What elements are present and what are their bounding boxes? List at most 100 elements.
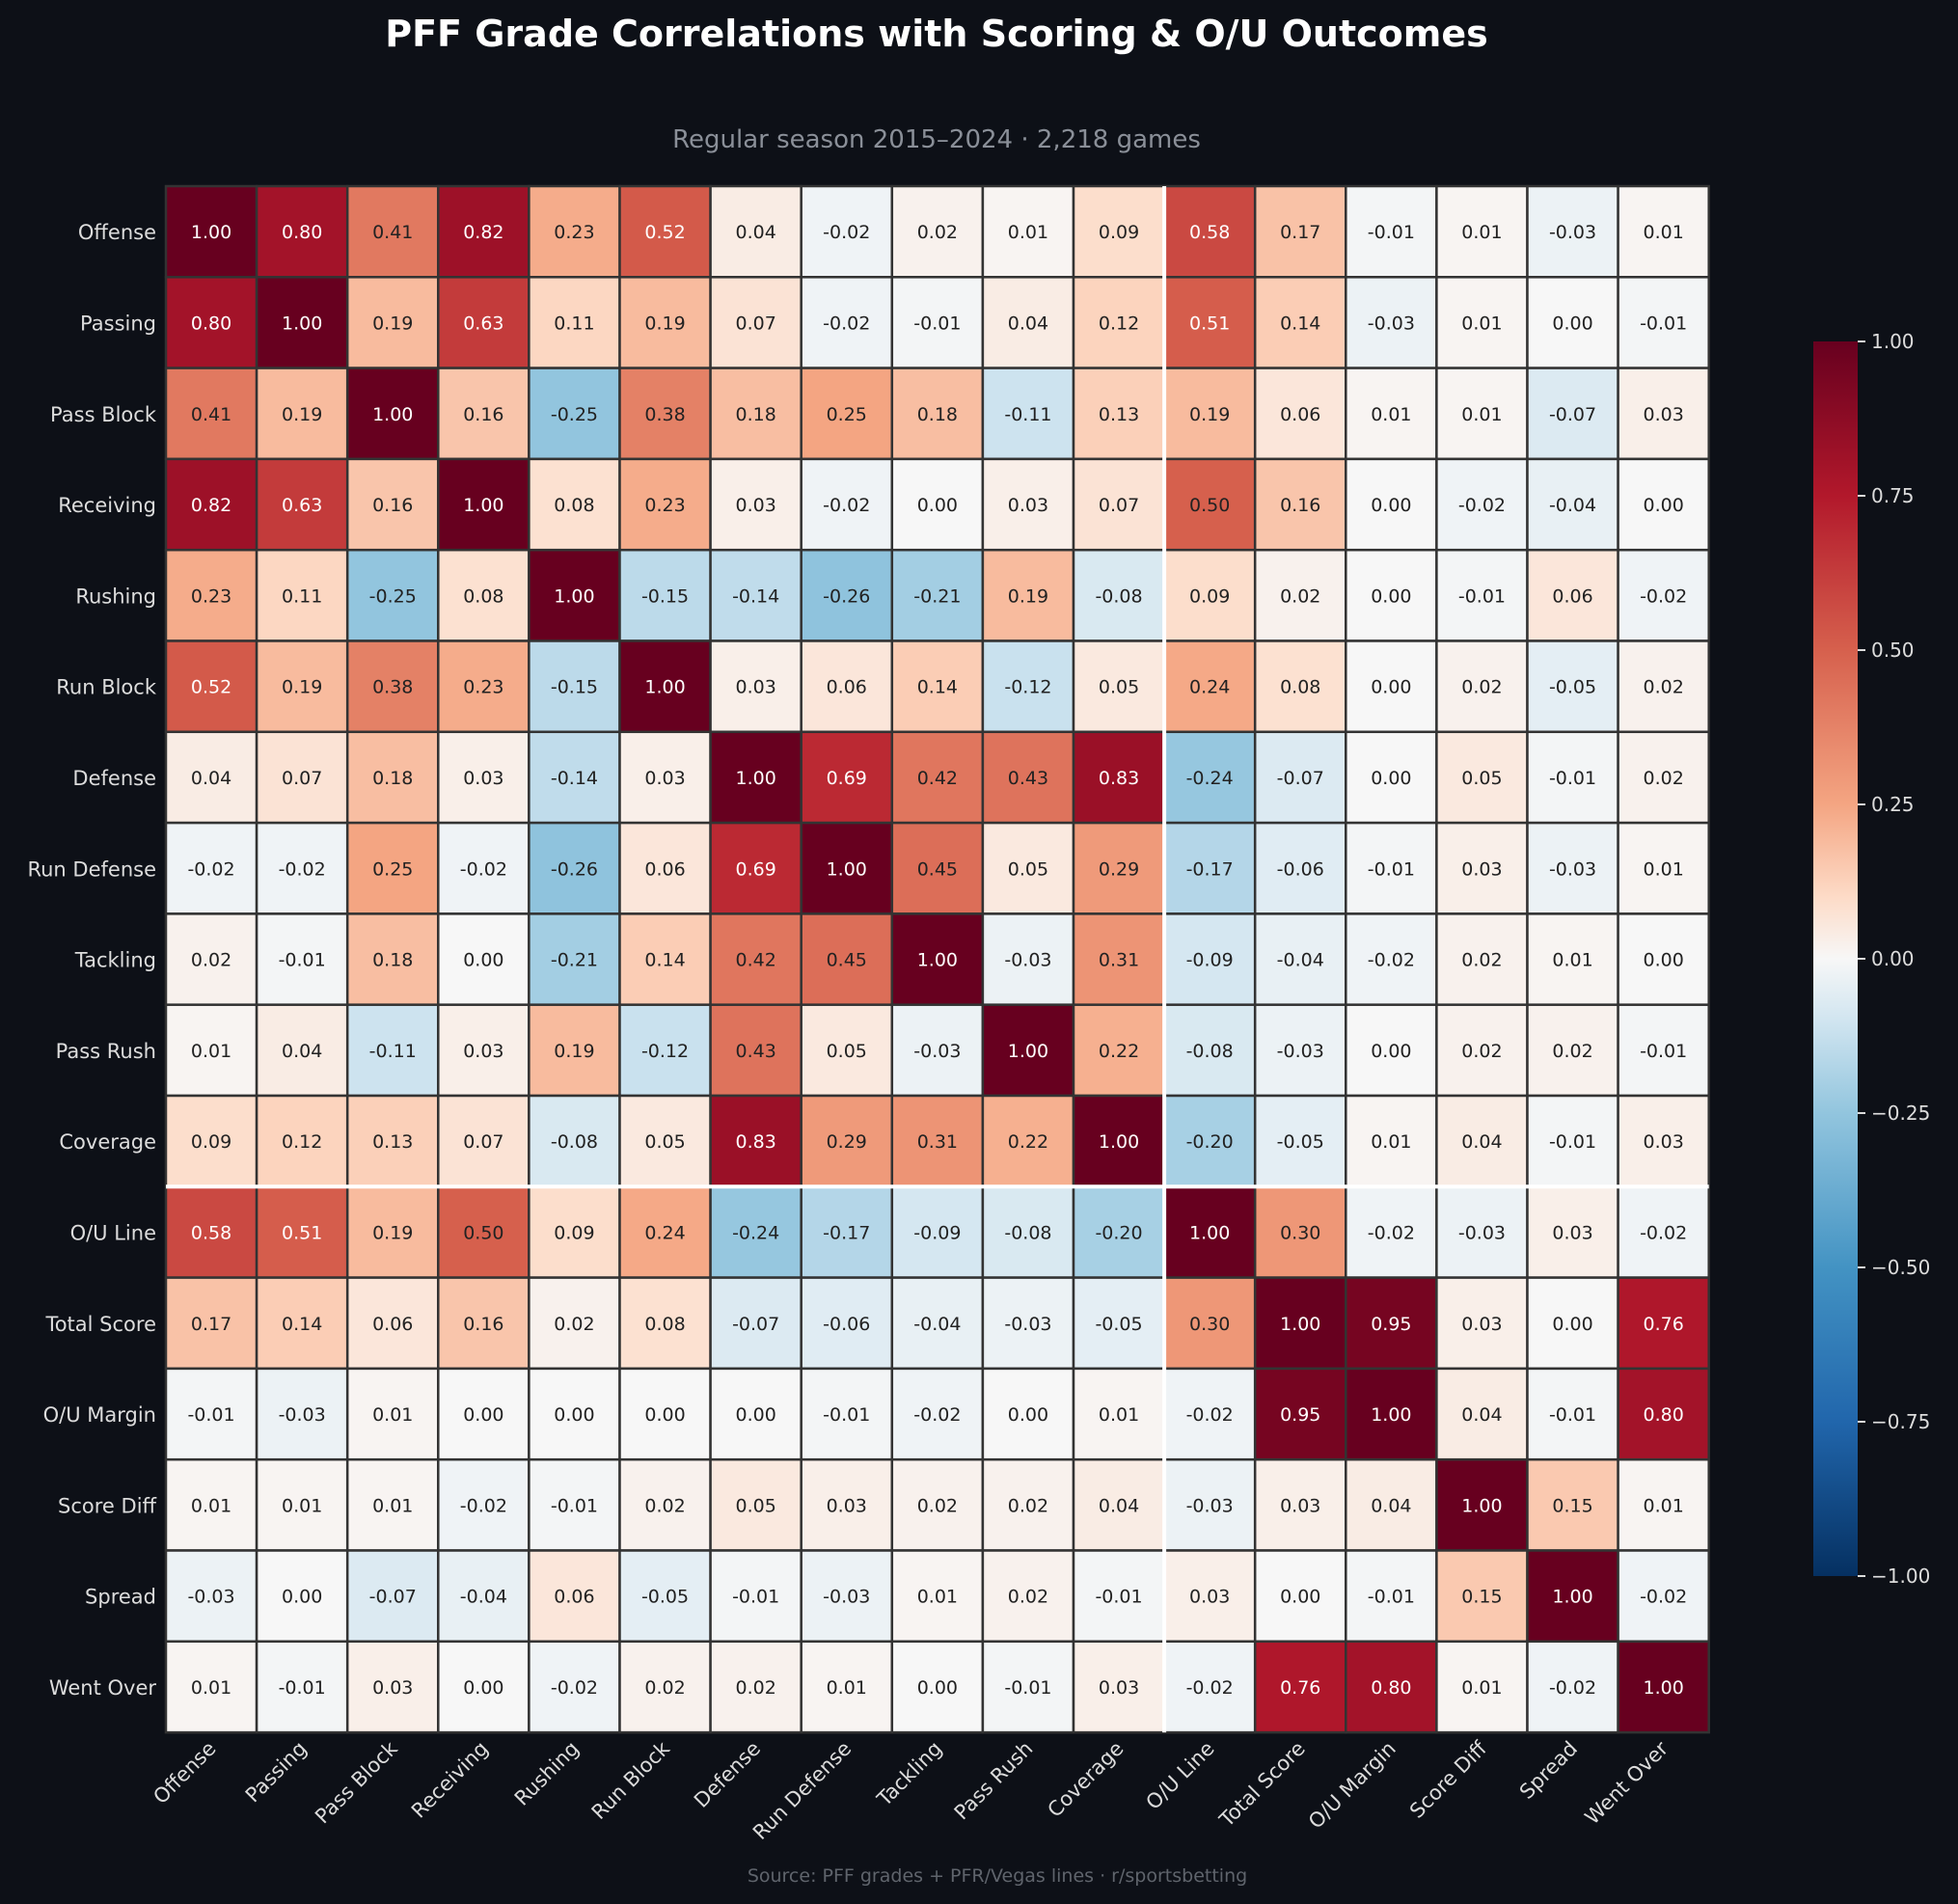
cell-value-label: 0.15 (1461, 1587, 1502, 1608)
cell-value-label: -0.03 (1549, 858, 1596, 880)
cell-value-label: -0.04 (1277, 950, 1324, 971)
cell-value-label: -0.02 (460, 858, 507, 880)
cell-value-label: -0.01 (1640, 1041, 1687, 1062)
heatmap-cell (618, 639, 712, 734)
row-label: Rushing (75, 585, 156, 608)
cell-value-label: -0.21 (551, 950, 598, 971)
cell-value-label: 0.03 (1099, 1677, 1139, 1699)
column-label: O/U Margin (1304, 1737, 1401, 1834)
heatmap-cell (1345, 276, 1438, 369)
row-label: Score Diff (58, 1494, 156, 1517)
cell-value-label: 1.00 (644, 677, 685, 698)
heatmap-cell (1072, 639, 1166, 734)
heatmap-cell (1617, 367, 1710, 461)
heatmap-cell (437, 639, 530, 734)
cell-value-label: -0.07 (369, 1587, 417, 1608)
cell-value-label: 0.02 (554, 1314, 594, 1335)
colorbar-tick-label: −0.25 (1871, 1102, 1930, 1125)
cell-value-label: 0.82 (463, 222, 503, 243)
heatmap-cell (1526, 457, 1619, 552)
cell-value-label: 0.83 (735, 1131, 775, 1153)
heatmap-cell (709, 821, 802, 915)
cell-value-label: 0.22 (1099, 1041, 1139, 1062)
cell-value-label: -0.02 (551, 1677, 598, 1699)
heatmap-cell (1253, 1457, 1347, 1552)
cell-value-label: 0.19 (1189, 404, 1230, 425)
cell-value-label: 0.69 (735, 858, 775, 880)
heatmap-cell (1435, 1367, 1529, 1461)
heatmap-cell (1617, 639, 1710, 734)
cell-value-label: 1.00 (1099, 1131, 1139, 1153)
cell-value-label: -0.07 (1549, 404, 1596, 425)
cell-value-label: 0.52 (644, 222, 685, 243)
heatmap-cell (437, 1185, 530, 1279)
cell-value-label: -0.26 (823, 585, 870, 607)
cell-value-label: 0.45 (917, 858, 958, 880)
heatmap-cell (345, 639, 440, 734)
cell-value-label: 0.02 (917, 1495, 958, 1516)
heatmap-cell (164, 1549, 258, 1644)
heatmap-cell (709, 912, 802, 1006)
cell-value-label: -0.15 (641, 585, 689, 607)
column-label: Total Score (1214, 1737, 1310, 1833)
cell-value-label: 0.03 (735, 677, 775, 698)
chart-subtitle: Regular season 2015–2024 · 2,218 games (672, 125, 1201, 154)
cell-value-label: -0.25 (551, 404, 598, 425)
heatmap-cell (1617, 730, 1710, 825)
cell-value-label: 0.08 (463, 585, 503, 607)
cell-value-label: 1.00 (554, 585, 594, 607)
cell-value-label: -0.26 (551, 858, 598, 880)
heatmap-cell (1526, 730, 1619, 825)
cell-value-label: 0.50 (463, 1222, 503, 1243)
cell-value-label: 0.03 (463, 768, 503, 789)
cell-value-label: -0.01 (732, 1587, 779, 1608)
heatmap-cell (618, 1185, 712, 1279)
cell-value-label: -0.07 (732, 1314, 779, 1335)
cell-value-label: -0.11 (369, 1041, 417, 1062)
heatmap-cell (800, 1457, 894, 1552)
colorbar-tick-label: 0.75 (1871, 484, 1915, 507)
column-labels: Offense Passing Pass Block Receiving Rushing… (149, 1736, 1672, 1844)
heatmap-cell (1162, 276, 1257, 369)
column-label: Tackling (872, 1737, 946, 1811)
cell-value-label: 0.42 (917, 768, 958, 789)
cell-value-label: 0.09 (1189, 585, 1230, 607)
heatmap-cell (981, 184, 1075, 279)
heatmap-cell (981, 1549, 1075, 1644)
heatmap-cell (800, 1549, 894, 1644)
cell-value-label: 0.41 (191, 404, 231, 425)
cell-value-label: 0.05 (827, 1041, 867, 1062)
heatmap-cell (1072, 912, 1166, 1006)
column-label: Passing (241, 1737, 312, 1808)
cell-value-label: -0.15 (551, 677, 598, 698)
heatmap-cell (1253, 457, 1347, 552)
cell-value-label: 0.31 (1099, 950, 1139, 971)
heatmap-cell (1617, 1549, 1710, 1644)
cell-value-label: -0.02 (187, 858, 234, 880)
cell-value-label: 0.25 (827, 404, 867, 425)
cell-value-label: -0.20 (1095, 1222, 1142, 1243)
heatmap-cell (437, 1367, 530, 1461)
heatmap-cell (1526, 367, 1619, 461)
cell-value-label: 0.03 (827, 1495, 867, 1516)
source-note: Source: PFF grades + PFR/Vegas lines · r… (748, 1865, 1247, 1887)
column-label: Went Over (1581, 1736, 1673, 1829)
heatmap-cell (1162, 821, 1257, 915)
cell-value-label: -0.08 (1004, 1222, 1051, 1243)
cell-value-label: 0.58 (1189, 222, 1230, 243)
cell-value-label: 0.08 (644, 1314, 685, 1335)
heatmap-cell (800, 821, 894, 915)
heatmap-cell (1253, 548, 1347, 642)
heatmap-cell (345, 821, 440, 915)
heatmap-cell (1162, 367, 1257, 461)
column-label: Score Diff (1405, 1736, 1491, 1822)
column-label: Spread (1515, 1737, 1582, 1804)
heatmap-cell (1162, 184, 1257, 279)
heatmap-cell (1345, 548, 1438, 642)
cell-value-label: 0.01 (191, 1041, 231, 1062)
row-label: Run Defense (27, 857, 156, 881)
heatmap-cell-labels: 1.00 0.80 0.41 0.82 0.23 0.52 0.04 -0.02 0.02 0.0… (187, 222, 1687, 1699)
cell-value-label: 0.31 (917, 1131, 958, 1153)
cell-value-label: 0.09 (554, 1222, 594, 1243)
cell-value-label: 1.00 (917, 950, 958, 971)
